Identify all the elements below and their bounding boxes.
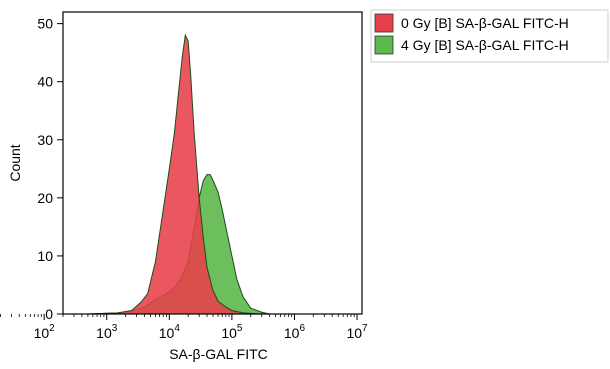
y-tick-label: 50	[37, 16, 53, 32]
x-tick-label: 103	[96, 323, 118, 341]
x-tick-label: 106	[284, 323, 306, 341]
y-tick-label: 0	[45, 306, 53, 322]
y-axis-title: Count	[7, 144, 23, 181]
legend-label: 0 Gy [B] SA-β-GAL FITC-H	[401, 15, 569, 31]
legend-swatch	[374, 13, 394, 33]
legend-label: 4 Gy [B] SA-β-GAL FITC-H	[401, 37, 569, 53]
legend-box	[370, 9, 609, 63]
x-tick-label: 105	[221, 323, 243, 341]
x-axis-title: SA-β-GAL FITC	[169, 346, 268, 362]
x-tick-label: 104	[159, 323, 181, 341]
legend-swatch	[374, 35, 394, 55]
y-tick-label: 40	[37, 74, 53, 90]
y-tick-label: 30	[37, 132, 53, 148]
x-tick-label: 107	[346, 323, 368, 341]
series-4gy-area	[87, 33, 358, 315]
legend: 0 Gy [B] SA-β-GAL FITC-H 4 Gy [B] SA-β-GA…	[370, 9, 609, 63]
series-0gy-area	[87, 174, 358, 315]
series-layer	[87, 33, 358, 315]
y-axis: 0 10 20 30 40 50	[37, 16, 63, 322]
plot-frame	[62, 11, 363, 315]
y-tick-label: 10	[37, 248, 53, 264]
y-tick-label: 20	[37, 190, 53, 206]
x-axis: 101102103104105106107	[0, 314, 368, 341]
x-tick-label: 102	[34, 323, 56, 341]
